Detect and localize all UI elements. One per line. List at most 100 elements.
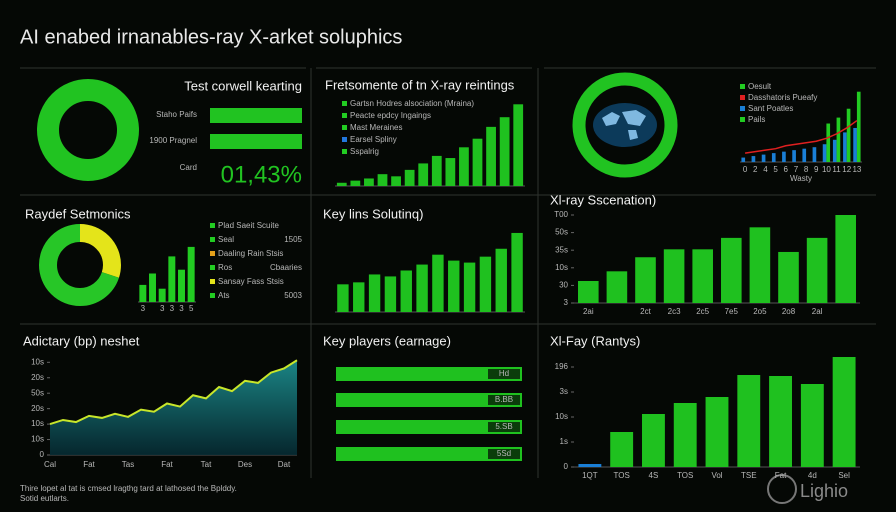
x-tick-label: 6 [784, 165, 789, 174]
bar-label: 5Sd [497, 449, 511, 458]
x-tick-label: 3 [141, 304, 146, 313]
panel-frames [20, 67, 876, 478]
line [49, 359, 298, 426]
legend-note: 5003 [284, 291, 302, 300]
x-tick-label: Des [238, 460, 252, 469]
legend-marker [210, 251, 215, 256]
bar [336, 447, 522, 461]
x-tick-label: 4d [808, 471, 817, 480]
bar [741, 157, 746, 162]
x-tick-label: Fat [775, 471, 787, 480]
y-tick-label: 35s [555, 245, 568, 254]
y-tick-label: 10s [31, 435, 44, 444]
bar [400, 270, 412, 312]
y-tick-label: 0 [564, 462, 569, 471]
x-tick-label: TOS [614, 471, 630, 480]
chart-title: Adictary (bp) neshet [23, 333, 140, 348]
watermark: Lighio [800, 481, 848, 501]
x-tick-label: Tat [201, 460, 212, 469]
x-tick-label: 4S [649, 471, 659, 480]
bar [368, 274, 381, 312]
legend-marker [210, 237, 215, 242]
bar [364, 178, 374, 186]
x-tick-label: 2c3 [668, 307, 681, 316]
bar [856, 91, 861, 162]
x-tick-label: 7e5 [725, 307, 739, 316]
x-tick-label: 9 [814, 165, 819, 174]
bar [336, 420, 522, 434]
bar [391, 176, 401, 186]
x-tick-label: 3 [160, 304, 165, 313]
y-tick-label: 0 [40, 450, 45, 459]
bar [479, 256, 492, 312]
legend-label: Mast Meraines [350, 123, 402, 132]
legend-marker [740, 84, 745, 89]
bar [832, 357, 856, 467]
chart-title: Xl-Fay (Rantys) [550, 333, 640, 348]
x-tick-label: Tas [122, 460, 134, 469]
x-tick-label: Vol [711, 471, 722, 480]
x-tick-label: 2ai [583, 307, 594, 316]
bar [846, 108, 851, 162]
bar [384, 276, 397, 312]
bar [350, 180, 361, 186]
bar [673, 403, 697, 467]
bar [836, 117, 841, 162]
bar [769, 376, 792, 467]
bar [336, 182, 347, 186]
bar [432, 254, 444, 312]
bar [499, 117, 510, 186]
bar [459, 147, 469, 186]
bar [336, 367, 522, 381]
legend-label: Ros [218, 263, 232, 272]
footnote: Thire lopet al tat is cmsed lragthg tard… [20, 484, 237, 493]
area [50, 360, 297, 455]
map-globe [593, 103, 657, 147]
chart-title: Raydef Setmonics [25, 206, 131, 221]
bar [663, 249, 685, 303]
bar [771, 153, 776, 162]
bar [806, 237, 828, 303]
bar-tag [488, 369, 520, 379]
chart-title: Test corwell kearting [184, 78, 302, 93]
bar [610, 432, 634, 467]
bar [721, 237, 742, 303]
legend-label: Earsel Spliny [350, 135, 397, 144]
bar [812, 147, 817, 162]
bar [495, 248, 507, 312]
x-tick-label: 5 [189, 304, 194, 313]
bar [431, 155, 442, 186]
legend-label: Plad Saeit Scuite [218, 221, 279, 230]
category-label: Staho Paifs [156, 110, 197, 119]
bar [178, 269, 185, 302]
x-tick-label: 11 [832, 165, 841, 174]
legend-marker [210, 223, 215, 228]
legend-label: Dasshatoris Pueafy [748, 93, 817, 102]
x-tick-label: 2ct [640, 307, 651, 316]
bar [826, 123, 831, 162]
bar [835, 215, 856, 303]
x-tick-label: 13 [852, 165, 861, 174]
bar [642, 414, 665, 467]
x-tick-label: 2o5 [753, 307, 767, 316]
bar [802, 148, 807, 162]
x-tick-label: 10 [822, 165, 831, 174]
bar [353, 282, 365, 312]
bar [210, 108, 302, 123]
x-tick-label: Dat [278, 460, 291, 469]
watermark-logo [767, 474, 797, 504]
y-tick-label: 50s [555, 228, 568, 237]
bar [822, 144, 827, 162]
footnote: Sotid eutlarts. [20, 494, 69, 503]
bar-label: B.BB [495, 395, 513, 404]
x-tick-label: Cal [44, 460, 56, 469]
map-continents [602, 110, 646, 140]
bar [761, 154, 766, 162]
legend-label: Sspalrig [350, 147, 379, 156]
y-tick-label: 196 [555, 362, 569, 371]
legend-marker [210, 265, 215, 270]
legend-label: Seal [218, 235, 234, 244]
bar [635, 257, 656, 303]
bar [377, 174, 388, 186]
